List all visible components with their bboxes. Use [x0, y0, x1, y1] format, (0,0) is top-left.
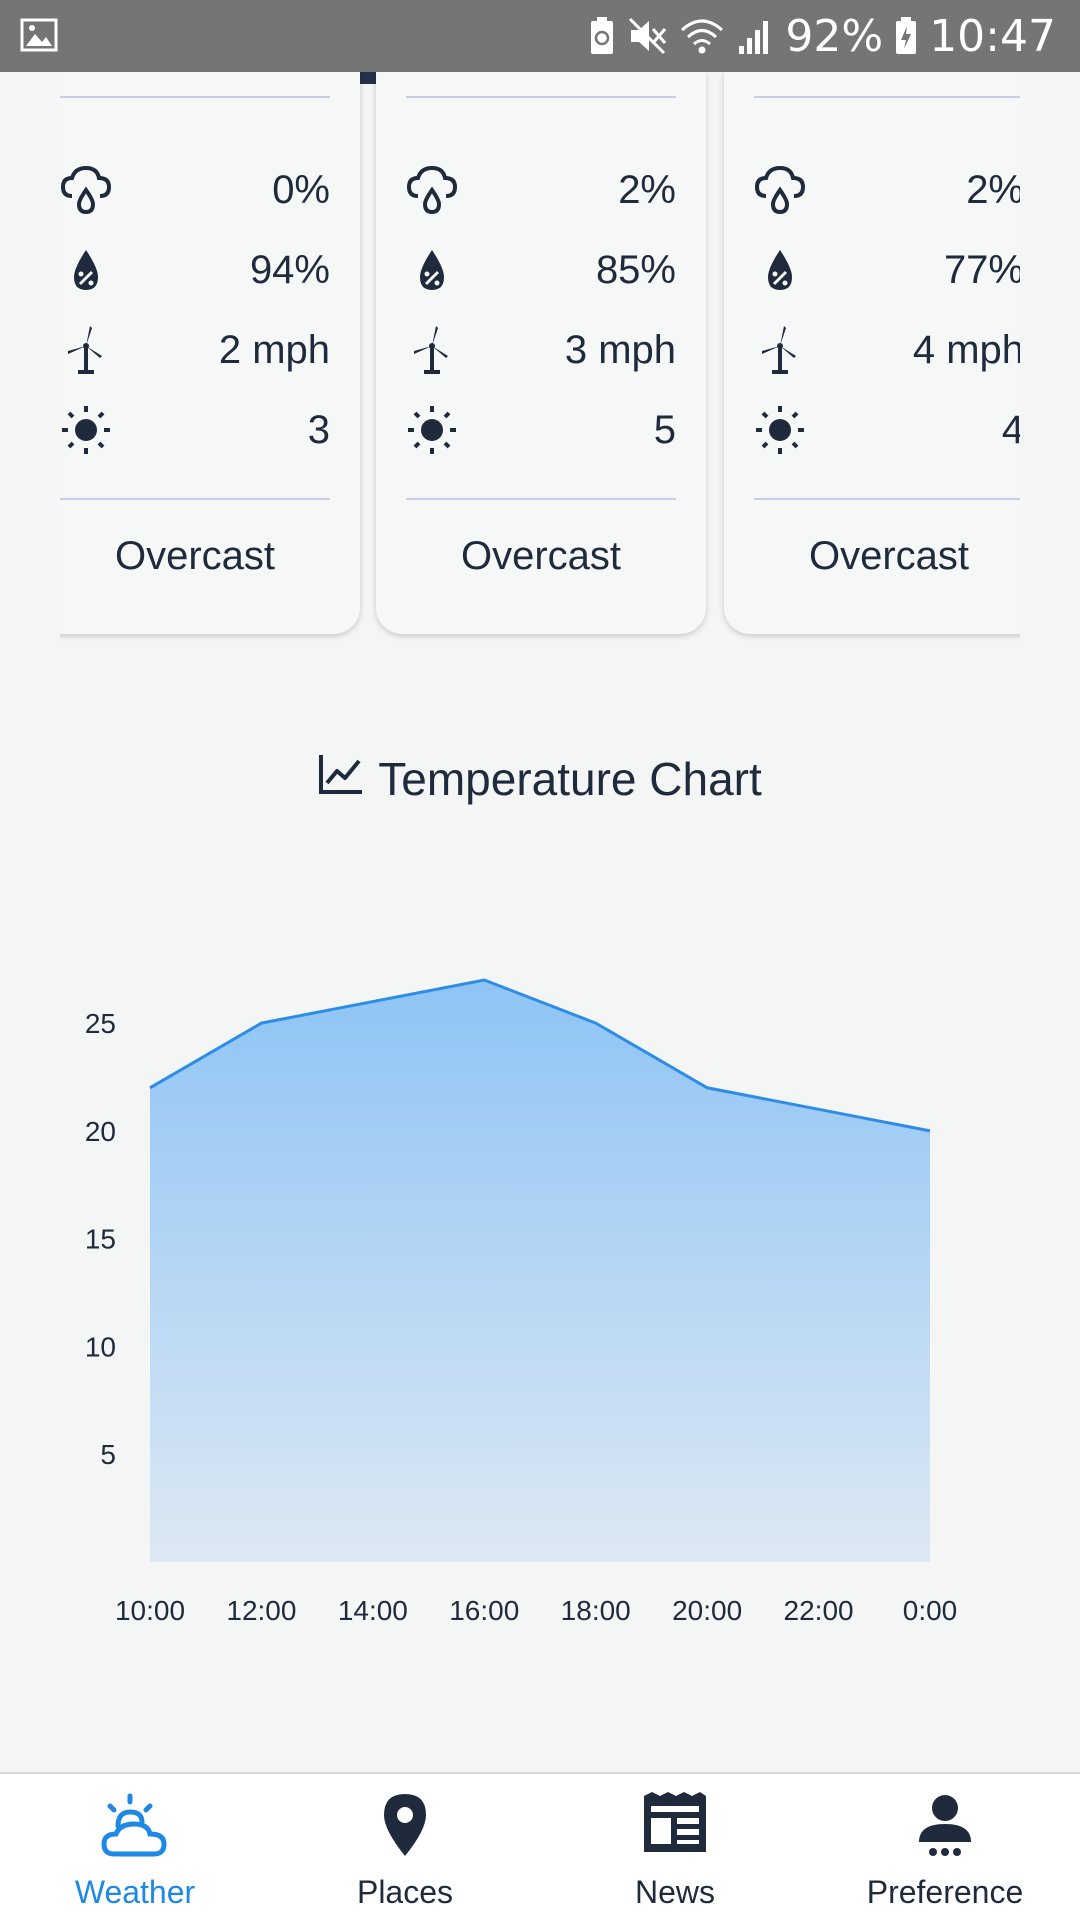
battery-charging-icon [895, 16, 917, 56]
precipitation-icon [406, 162, 462, 218]
precipitation-icon [60, 162, 116, 218]
wind-value: 4 mph [912, 327, 1020, 372]
y-tick-label: 15 [85, 1224, 116, 1255]
bottom-navigation: Weather Places News Preference [0, 1772, 1080, 1920]
chart-title: Temperature Chart [378, 753, 762, 805]
uv-sun-icon [406, 402, 462, 458]
uv-value: 5 [653, 407, 676, 452]
divider [754, 96, 1020, 98]
wind-value: 3 mph [564, 327, 676, 372]
x-tick-label: 20:00 [672, 1595, 742, 1626]
forecast-card[interactable]: 2% 77% 4 mph 4 Overcast [724, 72, 1020, 634]
precipitation-value: 0% [272, 167, 330, 212]
precipitation-value: 2% [966, 167, 1020, 212]
weather-icon [0, 1792, 270, 1864]
x-tick-label: 12:00 [226, 1595, 296, 1626]
nav-news[interactable]: News [540, 1774, 810, 1920]
humidity-icon [60, 242, 116, 298]
y-tick-label: 25 [85, 1008, 116, 1039]
battery-percent: 92% [785, 10, 884, 62]
divider [60, 498, 330, 500]
y-tick-label: 10 [85, 1331, 116, 1362]
precipitation-icon [754, 162, 810, 218]
wind-turbine-icon [60, 322, 116, 378]
temperature-chart: 5 10 15 20 25 10:00 12:00 14:00 16:00 18:00 20:00… [85, 978, 958, 1626]
line-chart-icon [318, 752, 364, 806]
divider [406, 498, 676, 500]
humidity-value: 85% [595, 247, 676, 292]
y-tick-label: 5 [100, 1439, 116, 1470]
humidity-value: 77% [943, 247, 1020, 292]
signal-icon [737, 16, 773, 56]
x-tick-label: 18:00 [561, 1595, 631, 1626]
chart-heading: Temperature Chart [0, 752, 1080, 806]
wind-turbine-icon [754, 322, 810, 378]
forecast-cards-carousel[interactable]: 0% 94% 2 mph 3 Overcast [60, 72, 1020, 652]
condition-label: Overcast [460, 534, 622, 578]
divider [754, 498, 1020, 500]
x-tick-label: 22:00 [784, 1595, 854, 1626]
nav-label-weather: Weather [74, 1874, 196, 1910]
nav-label-news: News [634, 1874, 715, 1910]
x-tick-label: 10:00 [115, 1595, 185, 1626]
wind-turbine-icon [406, 322, 462, 378]
chart-area-fill [150, 980, 930, 1562]
nav-weather[interactable]: Weather [0, 1774, 270, 1920]
nav-label-places: Places [356, 1874, 454, 1910]
x-tick-label: 16:00 [449, 1595, 519, 1626]
uv-value: 3 [307, 407, 330, 452]
nav-preference[interactable]: Preference [810, 1774, 1080, 1920]
nav-places[interactable]: Places [270, 1774, 540, 1920]
map-pin-icon [270, 1792, 540, 1858]
user-icon [810, 1792, 1080, 1860]
wifi-icon [679, 16, 725, 56]
condition-label: Overcast [114, 534, 276, 578]
divider [60, 96, 330, 98]
forecast-card[interactable]: 2% 85% 3 mph 5 Overcast [376, 72, 706, 634]
chart-series-line [149, 978, 931, 1133]
newspaper-icon [540, 1792, 810, 1854]
clock-time: 10:47 [929, 10, 1056, 62]
x-tick-label: 14:00 [338, 1595, 408, 1626]
mute-icon [627, 16, 667, 56]
divider [406, 96, 676, 98]
forecast-card[interactable]: 0% 94% 2 mph 3 Overcast [60, 72, 360, 634]
condition-label: Overcast [808, 534, 970, 578]
x-tick-label: 0:00 [903, 1595, 958, 1626]
humidity-icon [406, 242, 462, 298]
wind-value: 2 mph [218, 327, 330, 372]
humidity-icon [754, 242, 810, 298]
humidity-value: 94% [249, 247, 330, 292]
uv-sun-icon [60, 402, 116, 458]
image-icon [20, 18, 58, 57]
battery-saver-icon [589, 16, 615, 56]
y-tick-label: 20 [85, 1116, 116, 1147]
status-bar: 92% 10:47 [0, 0, 1080, 72]
uv-sun-icon [754, 402, 810, 458]
uv-value: 4 [1001, 407, 1020, 452]
nav-label-preference: Preference [866, 1874, 1024, 1910]
precipitation-value: 2% [618, 167, 676, 212]
